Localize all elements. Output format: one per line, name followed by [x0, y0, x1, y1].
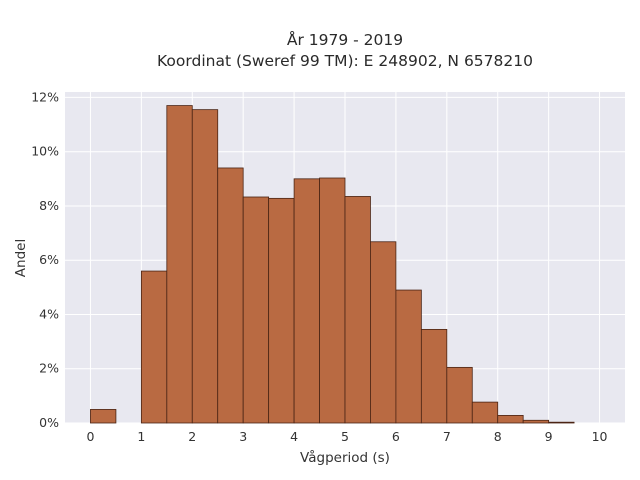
y-tick-label: 8%: [39, 198, 59, 213]
y-tick-label: 10%: [31, 144, 59, 159]
x-tick-label: 4: [290, 429, 298, 444]
y-axis-ticks: 0% 2% 4% 6% 8% 10% 12%: [31, 89, 59, 430]
histogram-bar: [471, 401, 499, 424]
histogram-bar: [548, 421, 575, 424]
x-tick-label: 5: [341, 429, 349, 444]
x-tick-label: 6: [392, 429, 400, 444]
y-tick-label: 4%: [39, 306, 59, 321]
histogram-bars: [90, 105, 575, 424]
x-axis-ticks: 0 1 2 3 4 5 6 7 8 9 10: [86, 429, 607, 444]
y-tick-label: 2%: [39, 361, 59, 376]
x-tick-label: 10: [592, 429, 608, 444]
histogram-bar: [166, 105, 193, 424]
histogram-bar: [522, 419, 550, 424]
x-tick-label: 3: [239, 429, 247, 444]
histogram-bar: [191, 109, 219, 424]
histogram-bar: [90, 409, 117, 424]
y-axis-label: Andel: [13, 239, 29, 277]
x-tick-label: 7: [443, 429, 451, 444]
x-tick-label: 2: [188, 429, 196, 444]
x-tick-label: 8: [494, 429, 502, 444]
x-tick-label: 0: [86, 429, 94, 444]
histogram-bar: [293, 178, 320, 424]
y-tick-label: 0%: [39, 415, 59, 430]
histogram-bar: [420, 328, 448, 424]
histogram-bar: [140, 270, 168, 424]
y-tick-label: 12%: [31, 89, 59, 104]
chart-subtitle: Koordinat (Sweref 99 TM): E 248902, N 65…: [157, 52, 533, 70]
histogram-bar: [344, 196, 371, 424]
histogram-bar: [370, 241, 397, 424]
x-tick-label: 9: [545, 429, 553, 444]
histogram-bar: [497, 415, 524, 424]
chart-title: År 1979 - 2019: [287, 30, 403, 49]
histogram-bar: [446, 366, 473, 424]
histogram-bar: [217, 167, 244, 424]
histogram-bar: [242, 196, 270, 424]
histogram-bar: [395, 289, 422, 424]
histogram-bar: [268, 197, 295, 424]
y-tick-label: 6%: [39, 252, 59, 267]
histogram-bar: [319, 177, 346, 424]
x-axis-label: Vågperiod (s): [300, 449, 390, 466]
x-tick-label: 1: [137, 429, 145, 444]
